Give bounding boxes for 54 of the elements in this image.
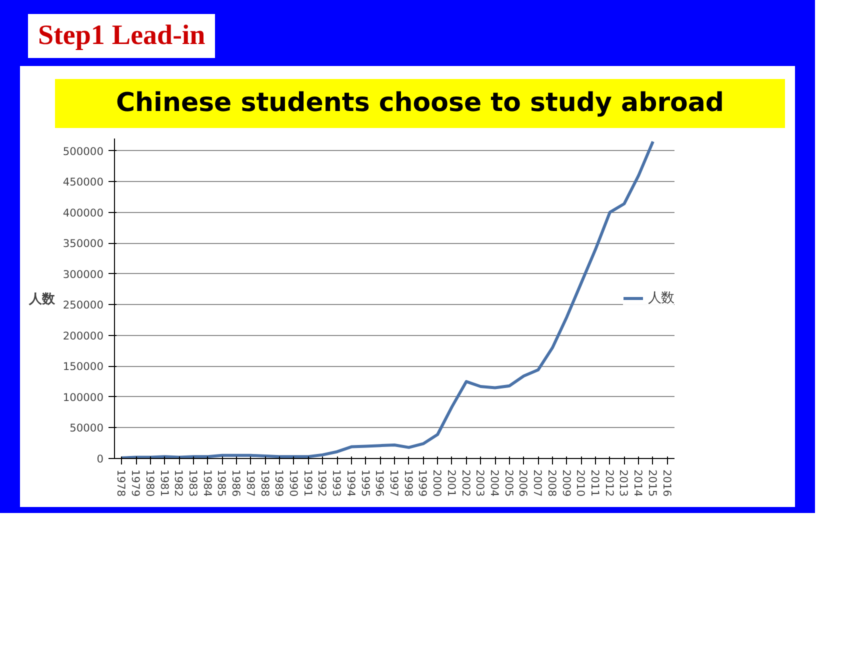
y-tick-label: 300000: [62, 268, 104, 282]
x-tick-label: 1984: [200, 470, 214, 497]
x-tick-label: 2006: [516, 470, 530, 497]
x-tick-label: 2008: [545, 470, 558, 497]
x-tick-label: 2012: [602, 470, 616, 497]
y-tick-label: 100000: [62, 391, 104, 404]
y-tick-label: 150000: [62, 360, 104, 374]
y-tick-label: 500000: [62, 144, 104, 158]
x-tick-label: 1998: [402, 470, 415, 497]
x-tick-label: 2015: [646, 470, 659, 497]
x-tick-label: 2011: [588, 470, 602, 497]
x-tick-label: 2004: [488, 470, 502, 497]
x-tick-label: 1999: [416, 470, 430, 497]
x-tick-label: 1986: [230, 470, 243, 497]
y-tick-label: 350000: [62, 237, 104, 250]
x-tick-label: 1990: [286, 470, 300, 497]
y-tick-label: 250000: [62, 298, 104, 312]
legend-label: 人数: [648, 289, 674, 308]
x-tick-label: 2010: [574, 470, 588, 497]
y-tick-label: 50000: [70, 422, 104, 435]
x-tick-label: 2000: [430, 470, 444, 497]
x-tick-label: 2005: [502, 470, 516, 497]
x-tick-label: 1996: [373, 470, 386, 497]
x-tick-label: 2002: [459, 470, 472, 497]
chart-title: Chinese students choose to study abroad: [116, 87, 724, 120]
y-tick-label: 400000: [62, 206, 104, 220]
y-tick-label: 450000: [62, 176, 104, 189]
y-tick-label: 0: [96, 452, 104, 466]
x-tick-label: 1993: [330, 470, 344, 497]
x-tick-label: 2007: [531, 470, 544, 497]
x-tick-label: 2009: [560, 470, 573, 497]
x-tick-label: 1987: [244, 470, 257, 497]
x-tick-label: 1980: [143, 470, 156, 497]
x-tick-label: 1995: [358, 470, 372, 497]
x-tick-label: 1997: [388, 470, 400, 497]
x-tick-label: 1994: [344, 470, 358, 497]
x-tick-label: 1988: [258, 470, 272, 497]
y-tick-label: 200000: [62, 330, 104, 343]
x-tick-label: 1992: [316, 470, 329, 497]
x-tick-label: 1981: [158, 470, 171, 497]
x-tick-label: 1983: [186, 470, 200, 497]
x-tick-label: 1985: [215, 470, 228, 497]
x-tick-label: 1982: [172, 470, 186, 497]
x-tick-label: 2003: [474, 470, 487, 497]
x-tick-label: 1979: [129, 470, 142, 497]
text: Step1 Lead-in: [38, 19, 206, 53]
x-tick-label: 2001: [444, 470, 458, 497]
x-tick-label: 2016: [660, 470, 674, 497]
y-axis-title: 人数: [28, 291, 56, 306]
x-tick-label: 1991: [301, 470, 314, 497]
x-tick-label: 2014: [632, 470, 645, 497]
x-tick-label: 1989: [272, 470, 286, 497]
x-tick-label: 2013: [617, 470, 630, 497]
x-tick-label: 1978: [114, 470, 128, 497]
